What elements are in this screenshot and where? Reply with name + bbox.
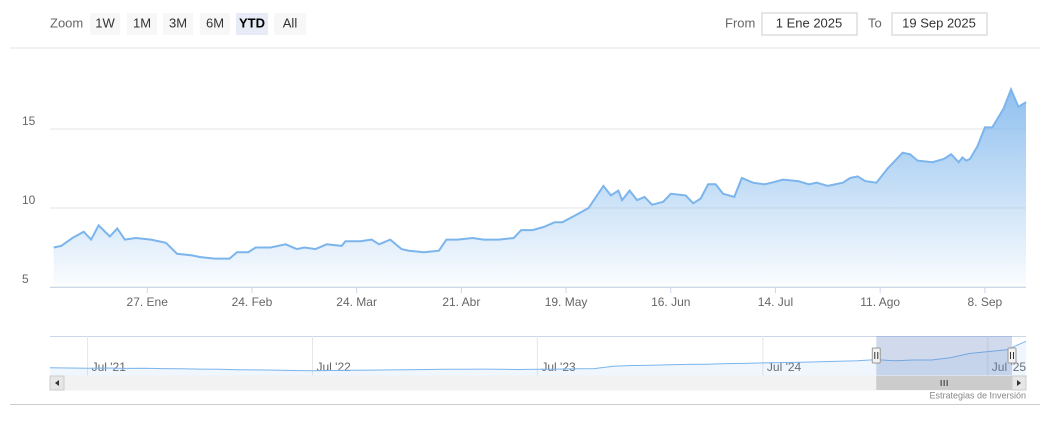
zoom-button-bg[interactable] bbox=[127, 13, 157, 35]
x-tick-label: 24. Mar bbox=[336, 295, 377, 309]
navigator-tick-label: Jul '23 bbox=[541, 360, 576, 374]
zoom-button[interactable]: All bbox=[274, 13, 306, 35]
to-value[interactable]: 19 Sep 2025 bbox=[902, 15, 976, 30]
zoom-button[interactable]: 6M bbox=[200, 13, 230, 35]
x-tick-label: 24. Feb bbox=[232, 295, 273, 309]
y-tick-label: 15 bbox=[22, 114, 36, 128]
to-input[interactable] bbox=[891, 12, 988, 36]
zoom-button-label[interactable]: 1M bbox=[133, 15, 151, 30]
zoom-button-bg[interactable] bbox=[236, 13, 268, 35]
credits[interactable]: Estrategias de Inversión bbox=[929, 390, 1026, 400]
series-line bbox=[53, 86, 1027, 260]
scrollbar-left-arrow[interactable] bbox=[55, 380, 59, 386]
x-tick-label: 8. Sep bbox=[968, 295, 1003, 309]
series-area bbox=[53, 89, 1026, 287]
zoom-button-bg[interactable] bbox=[274, 13, 306, 35]
x-tick-label: 27. Ene bbox=[127, 295, 169, 309]
zoom-button-bg[interactable] bbox=[163, 13, 193, 35]
zoom-button[interactable]: 1W bbox=[90, 13, 120, 35]
zoom-button-label[interactable]: 1W bbox=[95, 15, 115, 30]
zoom-button[interactable]: YTD bbox=[236, 13, 268, 35]
from-input[interactable] bbox=[761, 12, 858, 36]
handle-body[interactable] bbox=[1007, 347, 1017, 364]
to-label: To bbox=[868, 15, 882, 30]
navigator-tick-label: Jul '24 bbox=[767, 360, 802, 374]
navigator-mask[interactable] bbox=[876, 336, 1012, 376]
zoom-button-bg[interactable] bbox=[200, 13, 230, 35]
zoom-button-label[interactable]: YTD bbox=[239, 15, 265, 30]
x-tick-label: 11. Ago bbox=[860, 295, 900, 309]
zoom-button-bg[interactable] bbox=[90, 13, 120, 35]
from-value[interactable]: 1 Ene 2025 bbox=[776, 15, 843, 30]
x-tick-label: 16. Jun bbox=[651, 295, 690, 309]
y-tick-label: 10 bbox=[22, 193, 36, 207]
zoom-label: Zoom bbox=[50, 15, 83, 30]
y-tick-label: 5 bbox=[22, 272, 29, 286]
navigator-area bbox=[50, 341, 1026, 376]
x-tick-label: 21. Abr bbox=[442, 295, 480, 309]
zoom-button-label[interactable]: 6M bbox=[206, 15, 224, 30]
zoom-button-label[interactable]: All bbox=[283, 15, 298, 30]
scrollbar-right-arrow[interactable] bbox=[1017, 380, 1021, 386]
navigator-tick-label: Jul '25 bbox=[992, 360, 1027, 374]
navigator-tick-label: Jul '21 bbox=[92, 360, 127, 374]
x-tick-label: 19. May bbox=[545, 295, 588, 309]
from-label: From bbox=[725, 15, 755, 30]
zoom-button[interactable]: 1M bbox=[127, 13, 157, 35]
navigator-handle[interactable] bbox=[1007, 347, 1017, 364]
x-tick-label: 14. Jul bbox=[758, 295, 793, 309]
handle-body[interactable] bbox=[871, 347, 881, 364]
zoom-button[interactable]: 3M bbox=[163, 13, 193, 35]
zoom-button-label[interactable]: 3M bbox=[169, 15, 187, 30]
navigator-handle[interactable] bbox=[871, 347, 881, 364]
navigator-line bbox=[49, 340, 1027, 372]
